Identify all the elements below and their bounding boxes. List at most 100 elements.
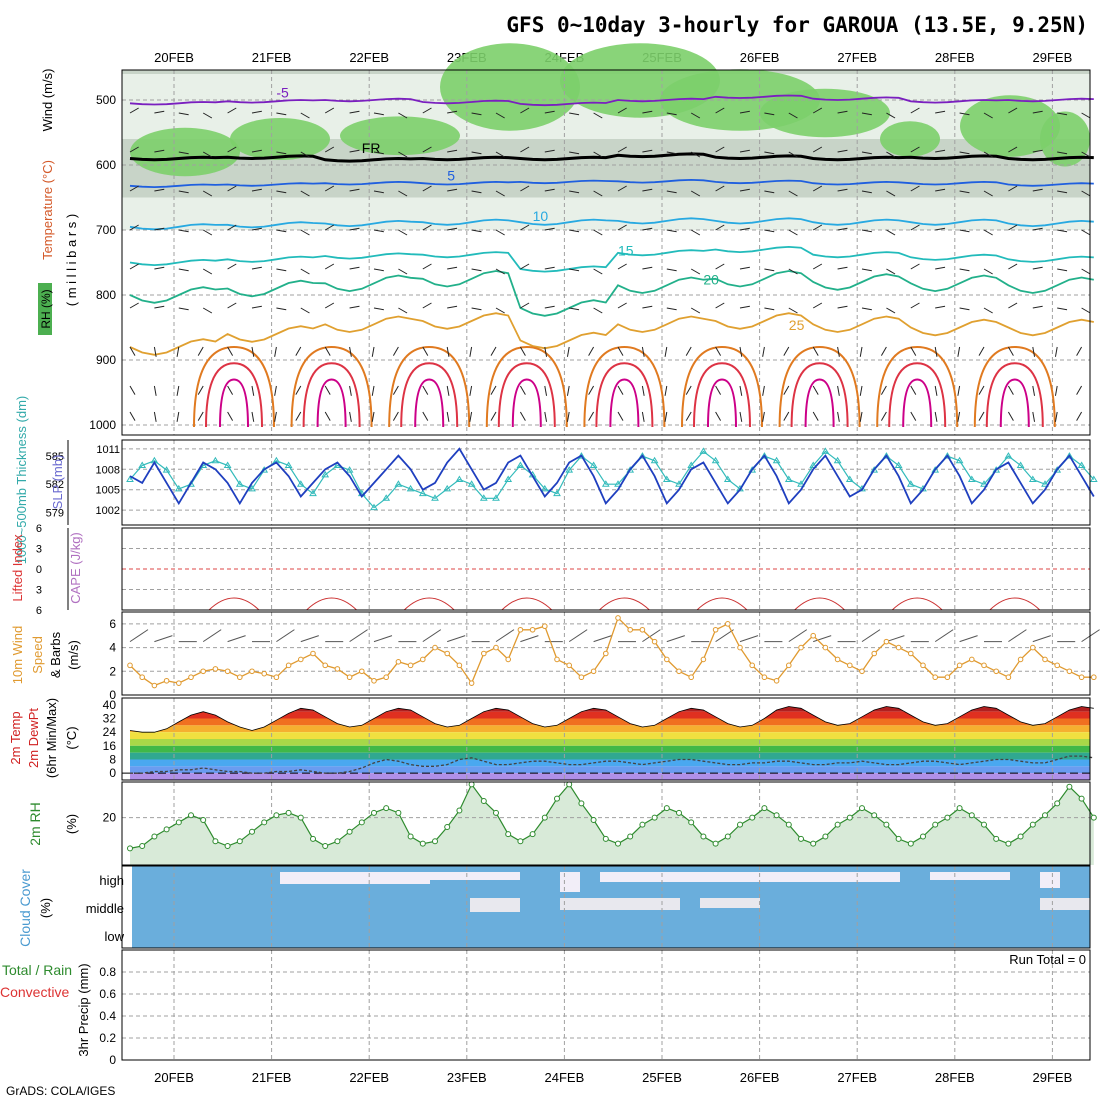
wind-barb xyxy=(935,188,946,192)
thickness-point xyxy=(516,461,525,468)
wind-barb xyxy=(1057,307,1068,311)
rh2m-point xyxy=(358,819,365,826)
thickness-point xyxy=(467,480,476,487)
wind-barb xyxy=(642,227,653,231)
precip-tick-label: 0 xyxy=(109,1053,116,1067)
wind-barb xyxy=(392,346,399,356)
wind-barb xyxy=(1057,268,1068,272)
wind-barb xyxy=(934,385,938,396)
cloud-gap-high xyxy=(930,872,1010,880)
wind-barb xyxy=(154,149,165,153)
temp-color-band xyxy=(130,759,1090,767)
wind-speed-point xyxy=(1030,644,1036,651)
wind-barb xyxy=(227,107,237,114)
wind-barb xyxy=(978,346,985,356)
surface-wind-barb xyxy=(349,629,368,643)
wind-barb xyxy=(153,385,157,396)
surface-wind-barb xyxy=(1008,629,1027,643)
wind-barb xyxy=(324,411,331,421)
rh2m-point xyxy=(883,821,890,828)
wind-barb xyxy=(447,188,458,192)
wind-barb xyxy=(469,346,473,357)
heat-contour xyxy=(316,378,347,428)
wind-speed-point xyxy=(993,668,1000,675)
wind-barb xyxy=(739,149,750,153)
thickness-point xyxy=(882,452,891,459)
wind-speed-point xyxy=(712,626,719,633)
wind-barb xyxy=(566,385,570,396)
wind-barb xyxy=(446,411,450,422)
wind-barb xyxy=(959,307,970,311)
wind-barb xyxy=(324,263,335,270)
wind-speed-point xyxy=(883,638,890,645)
wind-barb xyxy=(178,268,189,272)
thickness-point xyxy=(174,484,183,492)
wind-speed-point xyxy=(346,674,353,681)
precip-tick-label: 0.8 xyxy=(99,965,116,979)
wind-barb xyxy=(1032,266,1043,270)
wind-barb xyxy=(762,411,765,422)
wind-speed-point xyxy=(676,668,682,675)
thickness-point xyxy=(614,480,622,487)
rh-moist-patch xyxy=(440,43,580,131)
wind-barb xyxy=(1081,151,1091,158)
wind-barb xyxy=(593,268,603,275)
thickness-point xyxy=(845,475,854,482)
wind-barb xyxy=(520,224,530,231)
wind-barb xyxy=(935,305,946,309)
cloud-frame xyxy=(121,865,1091,949)
thickness-point xyxy=(894,461,903,468)
surface-wind-barb xyxy=(568,629,588,643)
wind-barb xyxy=(1007,346,1014,356)
wind-barb xyxy=(617,385,624,395)
thickness-point xyxy=(955,456,964,464)
rh2m-point xyxy=(1054,800,1061,807)
wind-barb xyxy=(861,151,872,155)
rh2m-point xyxy=(383,805,390,812)
thickness-point xyxy=(553,489,561,497)
thickness-point xyxy=(1016,461,1025,468)
wind-barb xyxy=(886,268,896,275)
wind-barb xyxy=(1032,188,1043,192)
wind-speed-point xyxy=(310,650,316,657)
wind-barb xyxy=(1057,229,1068,233)
rh2m-point xyxy=(651,814,658,821)
wind-barb xyxy=(202,307,213,314)
rh2m-point xyxy=(1066,783,1073,790)
rh2m-point xyxy=(700,833,707,840)
heat-contour xyxy=(681,345,763,428)
thickness-point xyxy=(479,494,488,501)
surface-wind-barb xyxy=(593,635,612,643)
wind-barb xyxy=(227,411,234,421)
precip-label-3: 3hr Precip (mm) xyxy=(76,963,91,1056)
wind-barb xyxy=(762,385,765,396)
rh2m-point xyxy=(810,840,817,847)
wind-barb xyxy=(690,307,701,314)
cape-bump xyxy=(989,597,1041,611)
rh2m-point xyxy=(212,838,219,845)
wind-speed-point xyxy=(895,644,902,651)
wind10-label-2: Speed xyxy=(30,636,45,674)
wind-barb xyxy=(446,346,450,357)
wind-barb xyxy=(886,112,896,119)
temp-color-band xyxy=(130,745,1090,753)
wind-speed-point xyxy=(456,662,463,669)
rh2m-point xyxy=(907,840,914,847)
wind-barb xyxy=(1008,224,1018,231)
cloud-gap-high xyxy=(430,872,520,880)
cape-bump xyxy=(696,597,748,611)
wind-barb xyxy=(569,190,580,194)
rh2m-point xyxy=(663,805,670,812)
wind-barb xyxy=(910,302,920,309)
cloud-gap-high xyxy=(1040,872,1060,888)
cape-bump xyxy=(501,597,553,611)
wind-barb xyxy=(910,263,920,270)
wind-barb xyxy=(129,263,139,270)
wind-barb xyxy=(812,185,823,192)
wind-speed-point xyxy=(590,668,597,675)
rh2m-point xyxy=(761,805,768,812)
thickness-point xyxy=(223,461,232,468)
wind-barb xyxy=(373,229,384,233)
wind-barb xyxy=(398,190,408,197)
thickness-label: 1000~500mb Thickness (dm) xyxy=(14,396,29,565)
